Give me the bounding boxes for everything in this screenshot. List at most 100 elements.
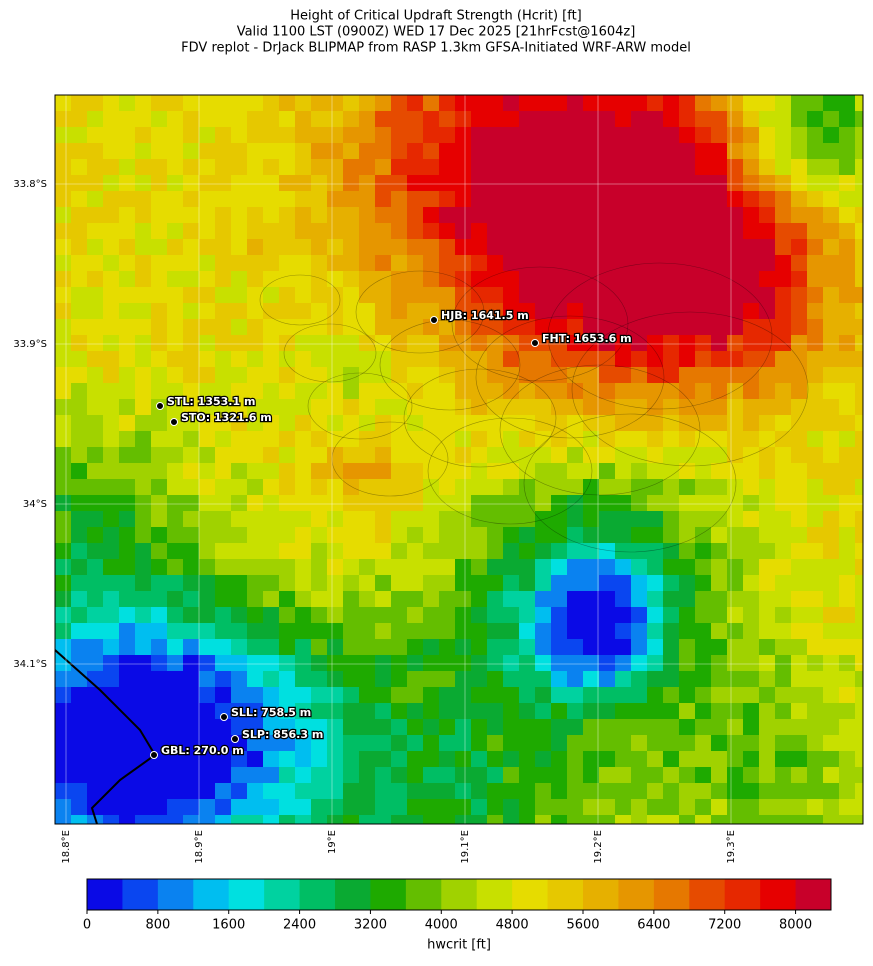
colorbar-tick-label: 4000 [425,918,458,933]
field-cell [263,127,279,143]
field-cell [807,239,823,255]
field-cell [119,207,135,223]
field-cell [487,671,503,687]
field-cell [199,143,215,159]
field-cell [71,239,87,255]
field-cell [711,655,727,671]
field-cell [759,383,775,399]
field-cell [103,127,119,143]
field-cell [487,511,503,527]
field-cell [119,335,135,351]
field-cell [375,495,391,511]
field-cell [535,495,551,511]
field-cell [743,335,759,351]
field-cell [679,447,695,463]
field-cell [423,719,439,735]
colorbar-segment [547,879,584,910]
field-cell [775,319,791,335]
field-cell [407,495,423,511]
field-cell [855,767,863,783]
field-cell [487,303,503,319]
field-cell [423,639,439,655]
field-cell [311,783,327,799]
field-cell [279,575,295,591]
field-cell [551,319,567,335]
field-cell [151,799,167,815]
field-cell [599,255,615,271]
field-cell [391,607,407,623]
field-cell [87,271,103,287]
contour [355,270,485,354]
field-cell [231,607,247,623]
field-cell [647,143,663,159]
field-cell [215,111,231,127]
field-cell [183,159,199,175]
field-cell [247,495,263,511]
field-cell [391,479,407,495]
field-cell [775,223,791,239]
field-cell [631,303,647,319]
field-cell [759,415,775,431]
field-cell [663,447,679,463]
field-cell [855,175,863,191]
field-cell [503,703,519,719]
field-cell [695,799,711,815]
field-cell [327,623,343,639]
field-cell [151,255,167,271]
field-cell [279,175,295,191]
field-cell [551,591,567,607]
field-cell [295,127,311,143]
field-cell [135,591,151,607]
field-cell [199,95,215,111]
field-cell [823,751,839,767]
field-cell [775,431,791,447]
field-cell [455,415,471,431]
field-cell [439,335,455,351]
field-cell [695,591,711,607]
field-cell [151,271,167,287]
field-cell [711,207,727,223]
field-cell [87,415,103,431]
field-cell [71,271,87,287]
field-cell [455,479,471,495]
field-cell [503,495,519,511]
field-cell [471,719,487,735]
field-cell [567,335,583,351]
field-cell [327,607,343,623]
field-cell [647,479,663,495]
field-cell [775,399,791,415]
field-cell [551,495,567,511]
field-cell [663,783,679,799]
field-cell [151,335,167,351]
field-cell [535,575,551,591]
field-cell [455,319,471,335]
field-cell [167,447,183,463]
field-cell [423,687,439,703]
field-cell [503,431,519,447]
field-cell [391,399,407,415]
field-cell [487,687,503,703]
field-cell [599,527,615,543]
field-cell [711,495,727,511]
field-cell [551,383,567,399]
field-cell [263,463,279,479]
field-cell [455,719,471,735]
colorbar-tick-label: 3200 [354,918,387,933]
field-cell [695,223,711,239]
field-cell [263,783,279,799]
field-cell [375,639,391,655]
field-cell [519,287,535,303]
lat-label: 34°S [23,499,47,510]
field-cell [855,431,863,447]
field-cell [55,191,71,207]
field-cell [71,607,87,623]
field-cell [103,271,119,287]
field-cell [583,399,599,415]
field-cell [103,575,119,591]
field-cell [295,607,311,623]
field-cell [407,303,423,319]
field-cell [599,191,615,207]
field-cell [359,143,375,159]
field-cell [471,511,487,527]
field-cell [167,367,183,383]
